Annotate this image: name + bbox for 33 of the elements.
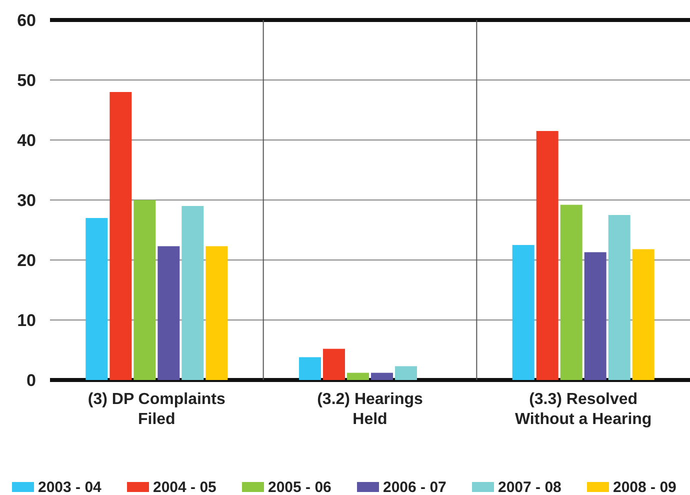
y-tick-label: 0 [26, 370, 36, 390]
legend-label: 2005 - 06 [268, 479, 332, 495]
bar [560, 204, 582, 380]
bar [347, 372, 369, 380]
legend-label: 2004 - 05 [153, 479, 216, 495]
x-tick-label: (3.3) Resolved Without a Hearing [514, 391, 652, 428]
bar [512, 245, 534, 380]
y-tick-label: 60 [17, 10, 36, 30]
y-tick-label: 10 [17, 310, 36, 330]
x-tick-label: (3) DP Complaints Filed [88, 391, 226, 428]
bar [158, 246, 180, 380]
bar [206, 246, 228, 380]
bar [323, 348, 345, 380]
y-tick-label: 20 [17, 250, 36, 270]
y-tick-label: 40 [17, 130, 36, 150]
y-tick-label: 30 [17, 190, 36, 210]
bar [584, 252, 606, 380]
bar [632, 249, 654, 380]
legend-label: 2007 - 08 [498, 479, 562, 495]
x-tick-label: (3.2) Hearings Held [317, 391, 424, 428]
bar [134, 200, 156, 380]
bar [371, 372, 393, 380]
bar [299, 357, 321, 380]
bar [395, 366, 417, 380]
bar [608, 215, 630, 380]
bar [86, 218, 108, 380]
y-tick-label: 50 [17, 70, 36, 90]
legend-label: 2008 - 09 [613, 479, 676, 495]
legend-label: 2003 - 04 [38, 479, 102, 495]
legend-label: 2006 - 07 [383, 479, 446, 495]
bar [110, 92, 132, 380]
bar [182, 206, 204, 380]
bar [536, 131, 558, 380]
